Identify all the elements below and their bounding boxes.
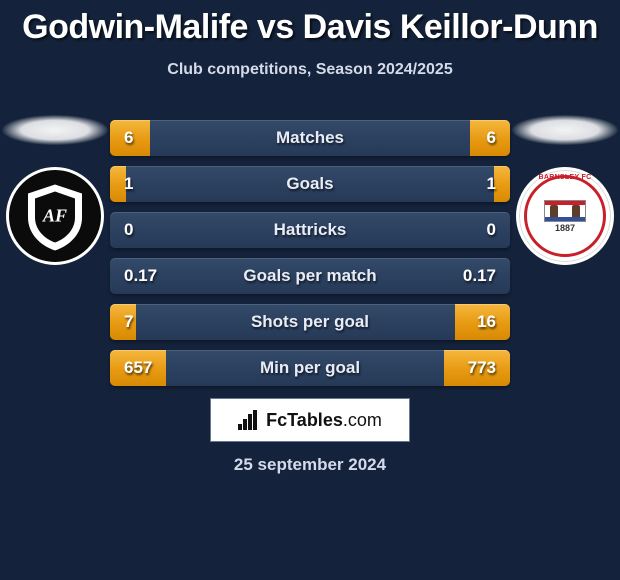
stat-label: Matches	[276, 128, 344, 148]
stat-bar: 1 Goals 1	[110, 166, 510, 202]
brand-text: FcTables.com	[266, 410, 382, 431]
brand-domain: .com	[343, 410, 382, 430]
stats-bars: 6 Matches 6 1 Goals 1 0 Hattricks 0 0.17 Goals per…	[110, 120, 510, 396]
stat-left-value: 7	[124, 312, 133, 332]
page-subtitle: Club competitions, Season 2024/2025	[0, 61, 620, 79]
stat-label: Goals	[286, 174, 333, 194]
left-player-crest: AF	[0, 115, 110, 275]
stat-right-value: 1	[487, 174, 496, 194]
stat-label: Min per goal	[260, 358, 360, 378]
right-club-badge: BARNSLEY FC 1887	[516, 167, 614, 265]
stat-left-value: 6	[124, 128, 133, 148]
halo-ellipse	[512, 115, 618, 145]
page-title: Godwin-Malife vs Davis Keillor-Dunn	[0, 0, 620, 47]
stat-left-value: 0.17	[124, 266, 157, 286]
badge-flag-icon	[544, 200, 586, 222]
stat-right-value: 0	[487, 220, 496, 240]
stat-bar: 657 Min per goal 773	[110, 350, 510, 386]
stat-left-value: 657	[124, 358, 152, 378]
stat-bar: 0.17 Goals per match 0.17	[110, 258, 510, 294]
badge-club-name: BARNSLEY FC	[519, 174, 611, 181]
shield-icon: AF	[22, 181, 88, 253]
stat-right-value: 0.17	[463, 266, 496, 286]
svg-text:AF: AF	[42, 205, 67, 225]
stat-label: Shots per goal	[251, 312, 369, 332]
stat-right-value: 16	[477, 312, 496, 332]
stat-bar-fill-right	[494, 166, 510, 202]
stat-right-value: 773	[468, 358, 496, 378]
brand-box[interactable]: FcTables.com	[210, 398, 410, 442]
right-player-crest: BARNSLEY FC 1887	[510, 115, 620, 275]
brand-name: FcTables	[266, 410, 343, 430]
stat-left-value: 1	[124, 174, 133, 194]
stat-left-value: 0	[124, 220, 133, 240]
left-club-badge: AF	[6, 167, 104, 265]
stat-bar: 7 Shots per goal 16	[110, 304, 510, 340]
badge-year: 1887	[555, 223, 575, 233]
date-text: 25 september 2024	[0, 455, 620, 475]
stat-label: Hattricks	[274, 220, 347, 240]
stat-bar: 6 Matches 6	[110, 120, 510, 156]
stat-bar: 0 Hattricks 0	[110, 212, 510, 248]
halo-ellipse	[2, 115, 108, 145]
brand-logo-icon	[238, 410, 260, 430]
stat-label: Goals per match	[243, 266, 376, 286]
stat-right-value: 6	[487, 128, 496, 148]
